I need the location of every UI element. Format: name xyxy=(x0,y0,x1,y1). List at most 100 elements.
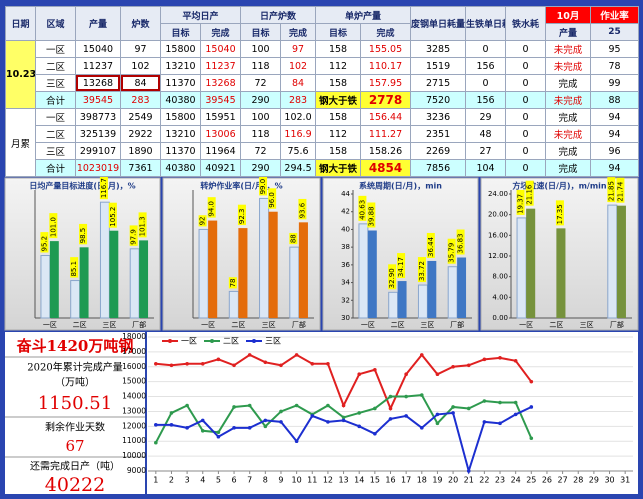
value-label-text: 93.6 xyxy=(298,202,306,218)
point xyxy=(529,405,534,409)
label-box xyxy=(516,189,525,215)
point xyxy=(498,356,502,360)
value: 1150.51 xyxy=(38,393,112,414)
y-tick-label: 24.00 xyxy=(488,190,508,198)
point xyxy=(466,469,471,473)
table-cell: 155.05 xyxy=(360,40,412,58)
header-cell: 目标 xyxy=(315,23,362,41)
point xyxy=(435,412,440,417)
point xyxy=(482,399,487,403)
table-cell: 97 xyxy=(120,40,161,58)
point xyxy=(388,417,393,421)
point xyxy=(232,426,236,430)
bar xyxy=(259,197,270,319)
table-cell: 118 xyxy=(240,125,282,143)
value-label: 97.9 xyxy=(129,225,138,246)
table-cell: 157.95 xyxy=(360,74,412,92)
table-cell: 111.27 xyxy=(360,125,412,143)
point xyxy=(326,403,330,408)
label-box xyxy=(40,232,49,253)
table-row: 二区 325139 2922 13210 13006 118 116.9 112 111.27 2… xyxy=(6,125,640,143)
value-label: 98.5 xyxy=(79,223,88,245)
x-tick-label: 二区 xyxy=(231,321,245,329)
legend-marker xyxy=(210,339,214,343)
point xyxy=(404,414,408,418)
table-cell: 13210 xyxy=(160,57,201,75)
table-row: 日期区域产量炉数平均日产日产炉数单炉产量废钢单日耗量生铁单日耗量铁水耗10月作业… xyxy=(5,6,640,41)
y-tick-label: 42 xyxy=(341,208,350,216)
table-cell: 27 xyxy=(465,142,507,160)
x-tick-label: 8 xyxy=(263,476,268,485)
value-label-text: 95.2 xyxy=(40,236,48,252)
bar xyxy=(40,255,51,319)
table-cell: 398773 xyxy=(75,108,121,126)
point xyxy=(373,367,377,372)
table-cell: 102 xyxy=(120,57,161,75)
point xyxy=(200,362,205,366)
point xyxy=(341,418,346,423)
table-cell: 11237 xyxy=(199,57,242,75)
table-cell: 299107 xyxy=(75,142,121,160)
table-cell: 11370 xyxy=(160,74,201,92)
bar xyxy=(556,228,566,318)
value-label: 92 xyxy=(198,215,207,227)
label-box xyxy=(259,175,268,196)
value-label-text: 98.5 xyxy=(79,228,87,244)
table-cell: 13268 xyxy=(199,74,242,92)
x-tick-label: 30 xyxy=(604,476,614,485)
y-tick-label: 15000 xyxy=(122,377,146,386)
table-cell: 2778 xyxy=(360,91,412,109)
point xyxy=(373,406,377,411)
table-cell: 158.26 xyxy=(360,142,412,160)
bar xyxy=(49,241,59,318)
value-label-text: 36.44 xyxy=(427,236,435,257)
y-tick-label: 0.00 xyxy=(492,314,508,322)
table-cell: 88 xyxy=(590,91,640,109)
value-label-text: 101.0 xyxy=(49,217,57,237)
table-row: 月累 一区 398773 2549 15800 15951 100 102.0 158 156.4… xyxy=(5,108,640,177)
bar xyxy=(367,230,377,318)
value: 67 xyxy=(65,437,84,455)
table-row: 目标 完成 目标 完成 目标 完成 产量 25 xyxy=(6,23,640,41)
table-cell: 2715 xyxy=(410,74,467,92)
point xyxy=(154,362,158,366)
table-cell: 完成 xyxy=(545,159,592,177)
x-tick-label: 9 xyxy=(278,476,283,485)
table-cell: 0 xyxy=(505,74,547,92)
point xyxy=(263,424,268,429)
label-box xyxy=(525,180,534,206)
header-cell: 生铁单日耗量 xyxy=(465,6,507,41)
legend-marker xyxy=(168,339,172,343)
label-box xyxy=(358,195,367,221)
x-tick-label: 厂部 xyxy=(292,320,306,329)
bar xyxy=(516,217,527,319)
table-cell: 11370 xyxy=(160,142,201,160)
header-cell: 单炉产量 xyxy=(315,6,412,24)
legend-label: 三区 xyxy=(265,337,281,346)
x-tick-label: 厂部 xyxy=(132,320,146,329)
table-row: 三区 299107 1890 11370 11964 72 75.6 158 158.26 226… xyxy=(6,142,640,160)
point xyxy=(498,400,502,405)
y-tick-label: 12.00 xyxy=(488,252,508,260)
value-label-text: 92.3 xyxy=(238,209,246,225)
value-label: 85.1 xyxy=(70,257,79,278)
point xyxy=(482,420,487,424)
table-cell: 7361 xyxy=(120,159,161,177)
table-cell: 0 xyxy=(505,125,547,143)
table-cell: 84 xyxy=(280,74,317,92)
table-cell: 3285 xyxy=(410,40,467,58)
label-box xyxy=(207,197,216,218)
label-box xyxy=(417,257,426,283)
table-cell: 40380 xyxy=(160,91,201,109)
table-cell: 40380 xyxy=(160,159,201,177)
label-box xyxy=(367,202,376,228)
point xyxy=(185,362,189,366)
x-tick-label: 21 xyxy=(464,476,474,485)
table-cell: 15040 xyxy=(75,40,121,58)
point xyxy=(419,393,424,397)
point xyxy=(263,418,268,423)
table-cell: 0 xyxy=(465,40,507,58)
table-cell: 158 xyxy=(315,40,362,58)
y-tick-label: 32 xyxy=(341,296,350,304)
